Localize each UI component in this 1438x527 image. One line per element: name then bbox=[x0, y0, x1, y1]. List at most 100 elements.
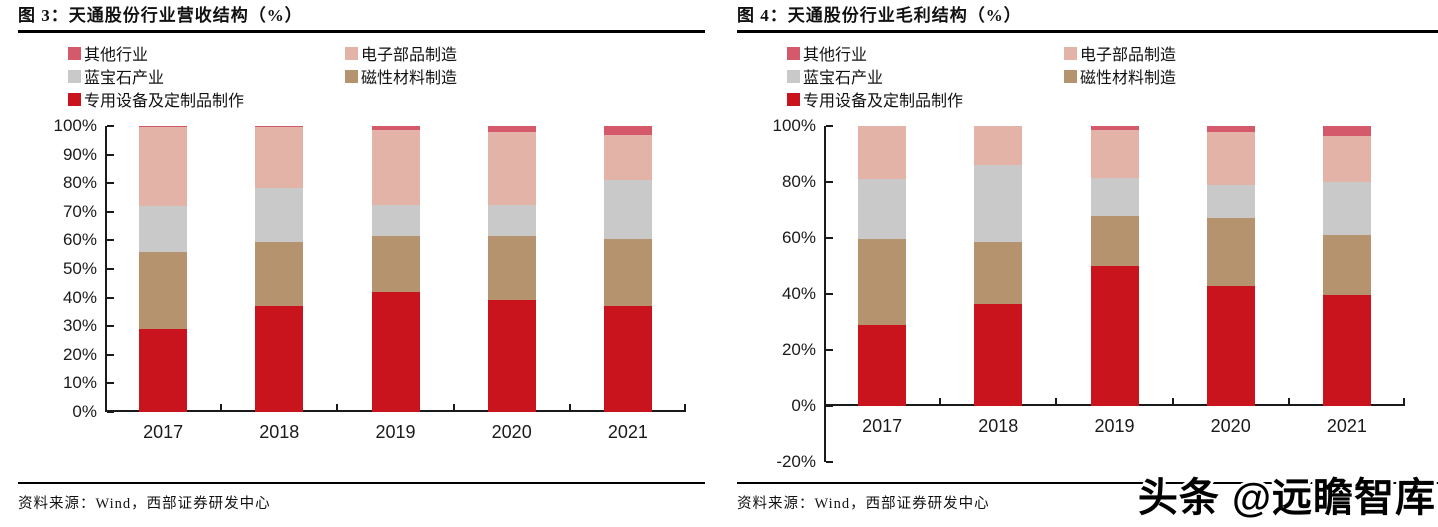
magnetic-legend-swatch bbox=[1064, 69, 1077, 83]
y-tick-label: 0% bbox=[791, 396, 816, 415]
electronics-legend-swatch bbox=[1064, 46, 1077, 60]
bar-segment-electronics bbox=[974, 126, 1023, 166]
bar-2021 bbox=[1322, 126, 1371, 406]
bar-segment-special bbox=[1322, 295, 1371, 406]
bar-segment-other bbox=[603, 126, 652, 135]
y-axis-tick bbox=[107, 268, 114, 270]
legend-item: 电子部品制造 bbox=[1064, 42, 1424, 64]
x-axis-tick bbox=[1287, 398, 1290, 405]
y-tick-label: 60% bbox=[62, 230, 97, 250]
y-tick-label: 30% bbox=[62, 316, 97, 336]
x-axis-tick bbox=[336, 404, 339, 411]
legend-item: 专用设备及定制品制作 bbox=[68, 88, 345, 110]
x-tick-label: 2019 bbox=[375, 422, 416, 442]
y-axis-tick bbox=[107, 325, 114, 328]
bar-segment-electronics bbox=[255, 127, 304, 188]
bar-segment-other bbox=[255, 126, 304, 128]
y-tick-label: 70% bbox=[62, 201, 97, 221]
legend-item: 其他行业 bbox=[68, 42, 345, 64]
legend-item: 电子部品制造 bbox=[345, 42, 705, 64]
y-axis-line bbox=[105, 126, 107, 412]
x-tick-label: 2017 bbox=[862, 416, 903, 436]
legend-item: 蓝宝石产业 bbox=[68, 65, 345, 87]
bar-segment-magnetic bbox=[974, 242, 1023, 304]
bar-segment-magnetic bbox=[255, 241, 304, 307]
bar-segment-other bbox=[1206, 126, 1255, 132]
bar-2020 bbox=[1206, 126, 1255, 406]
special-legend-swatch bbox=[68, 92, 81, 106]
bar-segment-electronics bbox=[1206, 131, 1255, 185]
legend-label: 其他行业 bbox=[84, 47, 149, 64]
x-axis-end-tick bbox=[684, 404, 686, 411]
figure-4-panel: 图 4：天通股份行业毛利结构（%） 其他行业 电子部品制造 蓝宝石产业 磁性材料制造专… bbox=[719, 0, 1438, 527]
y-axis-tick bbox=[826, 181, 833, 183]
y-axis-tick bbox=[107, 153, 114, 156]
legend-label: 磁性材料制造 bbox=[361, 70, 458, 87]
x-tick-label: 2021 bbox=[1326, 416, 1367, 436]
legend-label: 磁性材料制造 bbox=[1080, 70, 1177, 87]
bar-segment-sapphire bbox=[1206, 184, 1255, 219]
bar-segment-special bbox=[487, 300, 536, 412]
y-axis-tick bbox=[826, 405, 833, 407]
legend-label: 专用设备及定制品制作 bbox=[84, 93, 245, 110]
legend-label: 蓝宝石产业 bbox=[803, 70, 884, 87]
x-axis-tick bbox=[452, 404, 455, 411]
legend-label: 其他行业 bbox=[803, 47, 868, 64]
y-tick-label: 20% bbox=[62, 344, 97, 364]
bar-segment-other bbox=[487, 126, 536, 132]
figure-4-legend: 其他行业 电子部品制造蓝宝石产业 磁性材料制造专用设备及定制品制作 bbox=[787, 42, 1424, 110]
x-tick-label: 2019 bbox=[1094, 416, 1135, 436]
figure-4-plot-area: 100% 80% 60% 40% 20% 0% -20% 2017 2018 2019 2020 20… bbox=[773, 116, 1405, 471]
bar-segment-electronics bbox=[139, 127, 188, 207]
bar-segment-sapphire bbox=[603, 180, 652, 239]
bar-segment-other bbox=[1090, 126, 1139, 131]
bar-segment-special bbox=[255, 306, 304, 412]
figure-3-source-row: 资料来源：Wind，西部证券研发中心 bbox=[18, 482, 705, 527]
bar-segment-magnetic bbox=[1206, 218, 1255, 286]
bar-segment-special bbox=[974, 303, 1023, 406]
y-tick-label: 80% bbox=[781, 172, 816, 191]
bar-segment-other bbox=[139, 126, 188, 128]
y-tick-label: 50% bbox=[62, 259, 97, 278]
figure-3-legend: 其他行业 电子部品制造蓝宝石产业 磁性材料制造专用设备及定制品制作 bbox=[68, 42, 705, 110]
bar-segment-sapphire bbox=[139, 206, 188, 252]
y-axis-tick bbox=[107, 296, 114, 299]
bar-segment-magnetic bbox=[139, 251, 188, 330]
bar-2020 bbox=[487, 126, 536, 412]
bar-2018 bbox=[974, 126, 1023, 406]
x-tick-label: 2021 bbox=[607, 422, 648, 442]
bar-segment-special bbox=[858, 324, 907, 406]
bar-segment-electronics bbox=[1322, 135, 1371, 183]
bar-segment-sapphire bbox=[1322, 182, 1371, 236]
bar-segment-electronics bbox=[1090, 130, 1139, 178]
figure-3-plot-area: 100% 90% 80% 70% 60% 50% 40% 30% 20% 10% 0% 2017 201… bbox=[54, 116, 686, 442]
legend-label: 蓝宝石产业 bbox=[84, 70, 165, 87]
y-axis-tick bbox=[107, 210, 114, 213]
bar-segment-special bbox=[371, 291, 420, 412]
x-tick-label: 2018 bbox=[259, 422, 300, 442]
bar-segment-special bbox=[603, 306, 652, 412]
y-axis-tick bbox=[826, 349, 833, 351]
title-underline bbox=[737, 30, 1438, 33]
legend-label: 专用设备及定制品制作 bbox=[803, 93, 964, 110]
x-tick-label: 2017 bbox=[143, 422, 184, 442]
bar-2019 bbox=[371, 126, 420, 412]
y-tick-label: 40% bbox=[62, 287, 97, 307]
figure-4-chart: 100% 80% 60% 40% 20% 0% -20% 2017 2018 2019 2020 20… bbox=[773, 116, 1424, 471]
bar-segment-magnetic bbox=[371, 236, 420, 292]
y-axis-tick bbox=[826, 461, 833, 463]
figure-3-title: 图 3：天通股份行业营收结构（%） bbox=[18, 6, 303, 25]
legend-item: 磁性材料制造 bbox=[345, 65, 705, 87]
other-legend-swatch bbox=[787, 46, 800, 60]
y-axis-tick bbox=[107, 411, 114, 413]
y-tick-label: 60% bbox=[781, 228, 816, 247]
y-axis-tick bbox=[107, 182, 114, 185]
x-tick-label: 2020 bbox=[491, 422, 532, 442]
x-axis-tick bbox=[1055, 398, 1058, 405]
special-legend-swatch bbox=[787, 92, 800, 106]
bar-segment-sapphire bbox=[371, 204, 420, 237]
bar-segment-magnetic bbox=[603, 238, 652, 307]
y-axis-tick bbox=[107, 239, 114, 242]
bar-segment-sapphire bbox=[487, 204, 536, 237]
